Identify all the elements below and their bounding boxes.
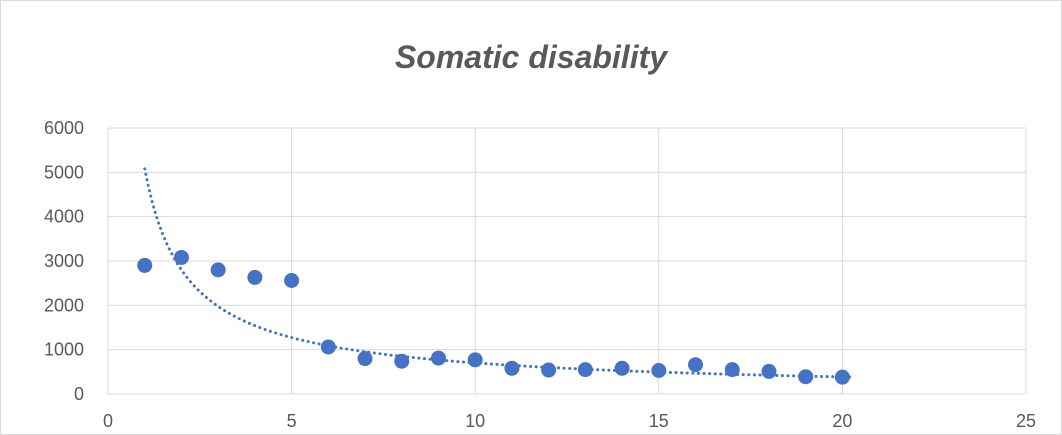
data-point [320, 339, 336, 355]
x-tick-label: 20 [832, 411, 852, 431]
x-tick-label: 0 [103, 411, 113, 431]
chart-title: Somatic disability [394, 39, 668, 75]
y-tick-label: 5000 [44, 162, 84, 182]
data-point [504, 360, 520, 376]
y-tick-label: 0 [74, 384, 84, 404]
data-points [137, 249, 850, 385]
y-tick-label: 1000 [44, 340, 84, 360]
data-point [614, 360, 630, 376]
y-tick-labels: 0 1000 2000 3000 4000 5000 6000 [44, 118, 84, 404]
data-point [357, 351, 373, 367]
data-point [430, 350, 446, 366]
y-tick-label: 3000 [44, 251, 84, 271]
data-point [137, 257, 153, 273]
x-tick-label: 15 [649, 411, 669, 431]
x-tick-label: 10 [465, 411, 485, 431]
data-point [834, 369, 850, 385]
data-point [724, 362, 740, 378]
x-tick-labels: 0 5 10 15 20 25 [103, 411, 1036, 431]
y-tick-label: 4000 [44, 207, 84, 227]
data-point [688, 357, 704, 373]
y-tick-label: 6000 [44, 118, 84, 138]
data-point [394, 353, 410, 369]
data-point [651, 363, 667, 379]
data-point [541, 362, 557, 378]
data-point [798, 369, 814, 385]
data-point [284, 273, 300, 289]
data-point [173, 249, 189, 265]
x-tick-label: 25 [1016, 411, 1036, 431]
data-point [761, 363, 777, 379]
data-point [210, 262, 226, 278]
data-point [247, 269, 263, 285]
gridlines [107, 127, 1027, 395]
data-point [467, 352, 483, 368]
x-tick-label: 5 [287, 411, 297, 431]
data-point [577, 362, 593, 378]
y-tick-label: 2000 [44, 295, 84, 315]
